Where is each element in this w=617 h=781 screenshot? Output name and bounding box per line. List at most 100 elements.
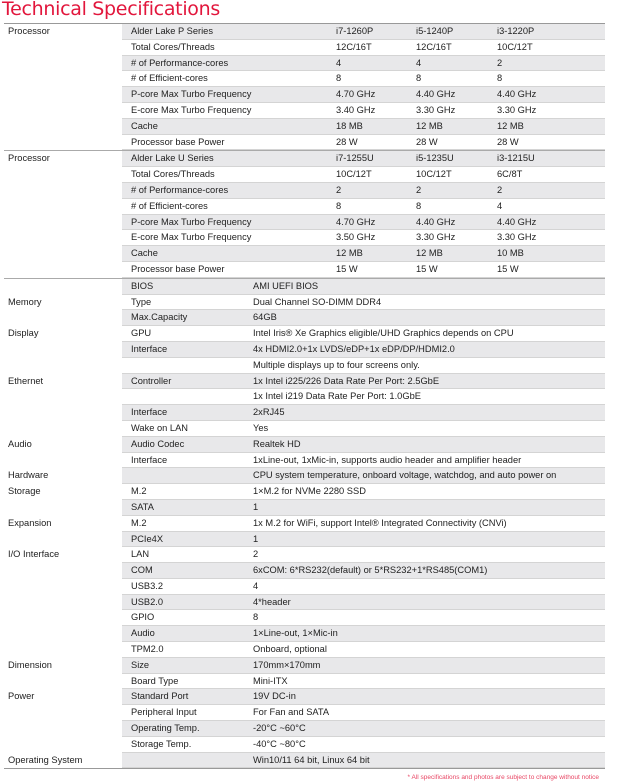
table-row: Interface 2xRJ45: [4, 405, 605, 421]
spec-value: 15 W: [336, 263, 358, 274]
spec-table: Processor Alder Lake P Series i7-1260P i5-1…: [4, 23, 605, 770]
table-row: E-core Max Turbo Frequency 3.40 GHz 3.30 G…: [4, 103, 605, 119]
table-row: Operating Temp. -20°C ~60°C: [4, 721, 605, 737]
category-label: Expansion: [8, 517, 52, 528]
spec-label: E-core Max Turbo Frequency: [131, 232, 252, 243]
spec-label: Interface: [131, 343, 168, 354]
spec-value: 2: [497, 57, 503, 68]
row-cells: Total Cores/Threads 10C/12T 10C/12T 6C/8T: [122, 167, 605, 183]
spec-value: 12 MB: [416, 248, 443, 259]
spec-value: 19V DC-in: [253, 691, 296, 702]
table-row: Processor base Power 15 W 15 W 15 W: [4, 262, 605, 278]
row-cells: Controller 1x Intel i225/226 Data Rate Pe…: [122, 373, 605, 390]
table-row: Memory Type Dual Channel SO-DIMM DDR4: [4, 295, 605, 311]
table-row: Interface 4x HDMI2.0+1x LVDS/eDP+1x eDP/D…: [4, 341, 605, 358]
spec-value: 4.70 GHz: [336, 216, 376, 227]
spec-value: 3.30 GHz: [497, 104, 537, 115]
spec-value: 4.40 GHz: [497, 216, 537, 227]
table-row: Storage M.2 1×M.2 for NVMe 2280 SSD: [4, 484, 605, 500]
table-row: PCIe4X 1: [4, 531, 605, 548]
table-row: Processor Alder Lake U Series i7-1255U i5-1…: [4, 150, 605, 168]
spec-value: 8: [416, 200, 422, 211]
spec-label: M.2: [131, 517, 147, 528]
row-cells: Alder Lake P Series i7-1260P i5-1240P i3-12…: [122, 24, 605, 40]
spec-value: 12 MB: [336, 248, 363, 259]
spec-label: BIOS: [131, 280, 154, 291]
spec-value: 28 W: [416, 136, 438, 147]
row-cells: M.2 1x M.2 for WiFi, support Intel® Integ…: [122, 516, 605, 532]
spec-value: Dual Channel SO-DIMM DDR4: [253, 296, 382, 307]
category-label: Processor: [8, 153, 50, 164]
spec-value: Realtek HD: [253, 438, 301, 449]
spec-value: 4: [497, 200, 503, 211]
spec-value: i7-1255U: [336, 153, 374, 164]
table-row: Hardware CPU system temperature, onboard…: [4, 468, 605, 485]
table-row: Max.Capacity 64GB: [4, 310, 605, 327]
spec-label: M.2: [131, 486, 147, 497]
row-cells: Win10/11 64 bit, Linux 64 bit: [122, 752, 605, 769]
row-cells: CPU system temperature, onboard voltage,…: [122, 468, 605, 485]
spec-value: 10C/12T: [336, 169, 372, 180]
table-row: # of Performance-cores 4 4 2: [4, 55, 605, 72]
spec-value: 1x Intel i219 Data Rate Per Port: 1.0GbE: [253, 391, 421, 402]
row-cells: Audio 1×Line-out, 1×Mic-in: [122, 626, 605, 643]
category-label: Processor: [8, 26, 50, 36]
table-row: Cache 12 MB 12 MB 10 MB: [4, 246, 605, 262]
table-row: USB2.0 4*header: [4, 594, 605, 611]
table-row: USB3.2 4: [4, 579, 605, 595]
spec-value: 15 W: [497, 263, 519, 274]
spec-label: LAN: [131, 549, 150, 560]
spec-label: Alder Lake U Series: [131, 153, 214, 164]
category-label: Ethernet: [8, 375, 44, 386]
row-cells: Peripheral Input For Fan and SATA: [122, 705, 605, 722]
spec-value: CPU system temperature, onboard voltage,…: [253, 470, 557, 481]
table-row: Peripheral Input For Fan and SATA: [4, 705, 605, 722]
row-cells: PCIe4X 1: [122, 531, 605, 548]
spec-label: Cache: [131, 120, 158, 131]
category-label: Operating System: [8, 754, 83, 765]
spec-value: 4.40 GHz: [416, 89, 456, 100]
table-row: Processor Alder Lake P Series i7-1260P i5-1…: [4, 24, 605, 40]
table-row: GPIO 8: [4, 610, 605, 627]
spec-value: i5-1235U: [416, 153, 454, 164]
row-cells: Standard Port 19V DC-in: [122, 689, 605, 706]
spec-value: 8: [416, 73, 422, 84]
table-row: BIOS AMI UEFI BIOS: [4, 277, 605, 295]
row-cells: Type Dual Channel SO-DIMM DDR4: [122, 295, 605, 311]
spec-label: Total Cores/Threads: [131, 41, 215, 52]
category-label: I/O Interface: [8, 549, 60, 560]
row-cells: Storage Temp. -40°C ~80°C: [122, 737, 605, 753]
spec-value: 10 MB: [497, 248, 524, 259]
spec-value: 10C/12T: [416, 169, 452, 180]
spec-label: P-core Max Turbo Frequency: [131, 216, 252, 227]
row-cells: Interface 1xLine-out, 1xMic-in, supports …: [122, 453, 605, 469]
spec-label: Peripheral Input: [131, 707, 197, 718]
spec-label: Controller: [131, 375, 172, 386]
spec-value: 3.50 GHz: [336, 232, 376, 243]
spec-value: i7-1260P: [336, 26, 374, 36]
spec-label: # of Performance-cores: [131, 184, 229, 195]
row-cells: Max.Capacity 64GB: [122, 310, 605, 327]
row-cells: Multiple displays up to four screens onl…: [122, 358, 605, 374]
spec-label: Operating Temp.: [131, 723, 200, 734]
spec-label: Interface: [131, 407, 168, 418]
spec-label: Alder Lake P Series: [131, 26, 213, 36]
table-row: E-core Max Turbo Frequency 3.50 GHz 3.30 G…: [4, 230, 605, 247]
table-row: Total Cores/Threads 10C/12T 10C/12T 6C/8T: [4, 167, 605, 183]
spec-label: Wake on LAN: [131, 422, 189, 433]
row-cells: E-core Max Turbo Frequency 3.50 GHz 3.30 G…: [122, 230, 605, 247]
spec-value: 2: [416, 184, 422, 195]
spec-label: Board Type: [131, 675, 179, 686]
table-row: P-core Max Turbo Frequency 4.70 GHz 4.40 G…: [4, 87, 605, 103]
spec-value: 6C/8T: [497, 169, 523, 180]
table-row: # of Efficient-cores 8 8 8: [4, 71, 605, 88]
spec-value: i3-1220P: [497, 26, 535, 36]
spec-label: PCIe4X: [131, 533, 164, 544]
spec-label: Storage Temp.: [131, 738, 192, 749]
category-label: Display: [8, 328, 39, 339]
spec-value: Multiple displays up to four screens onl…: [253, 359, 420, 370]
spec-value: 6xCOM: 6*RS232(default) or 5*RS232+1*RS4…: [253, 565, 488, 576]
spec-value: 1×Line-out, 1×Mic-in: [253, 628, 338, 639]
table-row: SATA 1: [4, 499, 605, 516]
row-cells: COM 6xCOM: 6*RS232(default) or 5*RS232+1*…: [122, 563, 605, 579]
